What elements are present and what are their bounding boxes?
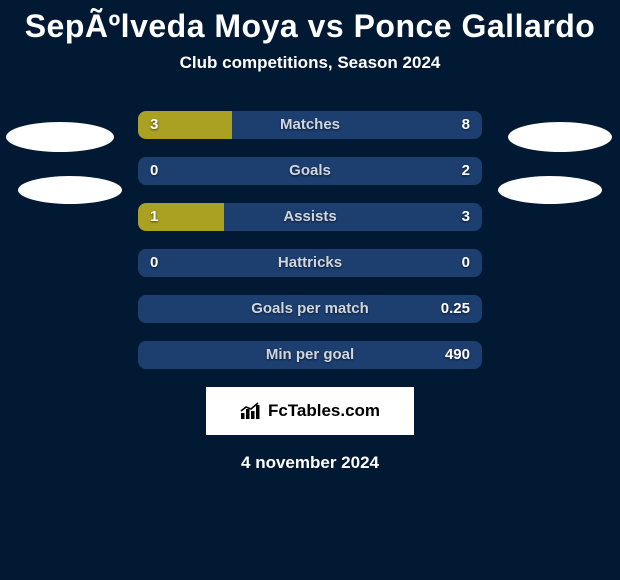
stat-value-right: 490 [445, 341, 470, 369]
stat-label: Hattricks [278, 249, 342, 277]
stat-row: 0.25 Goals per match [138, 295, 482, 323]
stat-label: Goals [289, 157, 331, 185]
stat-value-right: 8 [462, 111, 470, 139]
page-title: SepÃºlveda Moya vs Ponce Gallardo [0, 0, 620, 45]
stat-label: Goals per match [251, 295, 369, 323]
stat-fill-right [224, 203, 482, 231]
stat-value-left: 0 [150, 249, 158, 277]
stat-label: Assists [283, 203, 336, 231]
stat-value-left: 0 [150, 157, 158, 185]
brand-chart-icon [240, 402, 262, 420]
stat-row: 3 8 Matches [138, 111, 482, 139]
stat-row: 490 Min per goal [138, 341, 482, 369]
subtitle: Club competitions, Season 2024 [0, 53, 620, 73]
date-label: 4 november 2024 [0, 453, 620, 473]
stat-value-left: 3 [150, 111, 158, 139]
comparison-infographic: SepÃºlveda Moya vs Ponce Gallardo Club c… [0, 0, 620, 580]
avatar-ellipse [508, 122, 612, 152]
stat-row: 0 0 Hattricks [138, 249, 482, 277]
stat-fill-right [232, 111, 482, 139]
stat-row: 0 2 Goals [138, 157, 482, 185]
avatar-ellipse [6, 122, 114, 152]
stat-label: Matches [280, 111, 340, 139]
stat-value-left: 1 [150, 203, 158, 231]
stat-label: Min per goal [266, 341, 354, 369]
brand-badge: FcTables.com [206, 387, 414, 435]
avatar-ellipse [498, 176, 602, 204]
stat-value-right: 3 [462, 203, 470, 231]
stat-row: 1 3 Assists [138, 203, 482, 231]
brand-text: FcTables.com [268, 401, 380, 421]
stat-value-right: 0 [462, 249, 470, 277]
avatar-ellipse [18, 176, 122, 204]
stats-container: 3 8 Matches 0 2 Goals 1 3 Assists 0 0 Hattricks 0.25… [0, 111, 620, 369]
stat-value-right: 0.25 [441, 295, 470, 323]
stat-value-right: 2 [462, 157, 470, 185]
